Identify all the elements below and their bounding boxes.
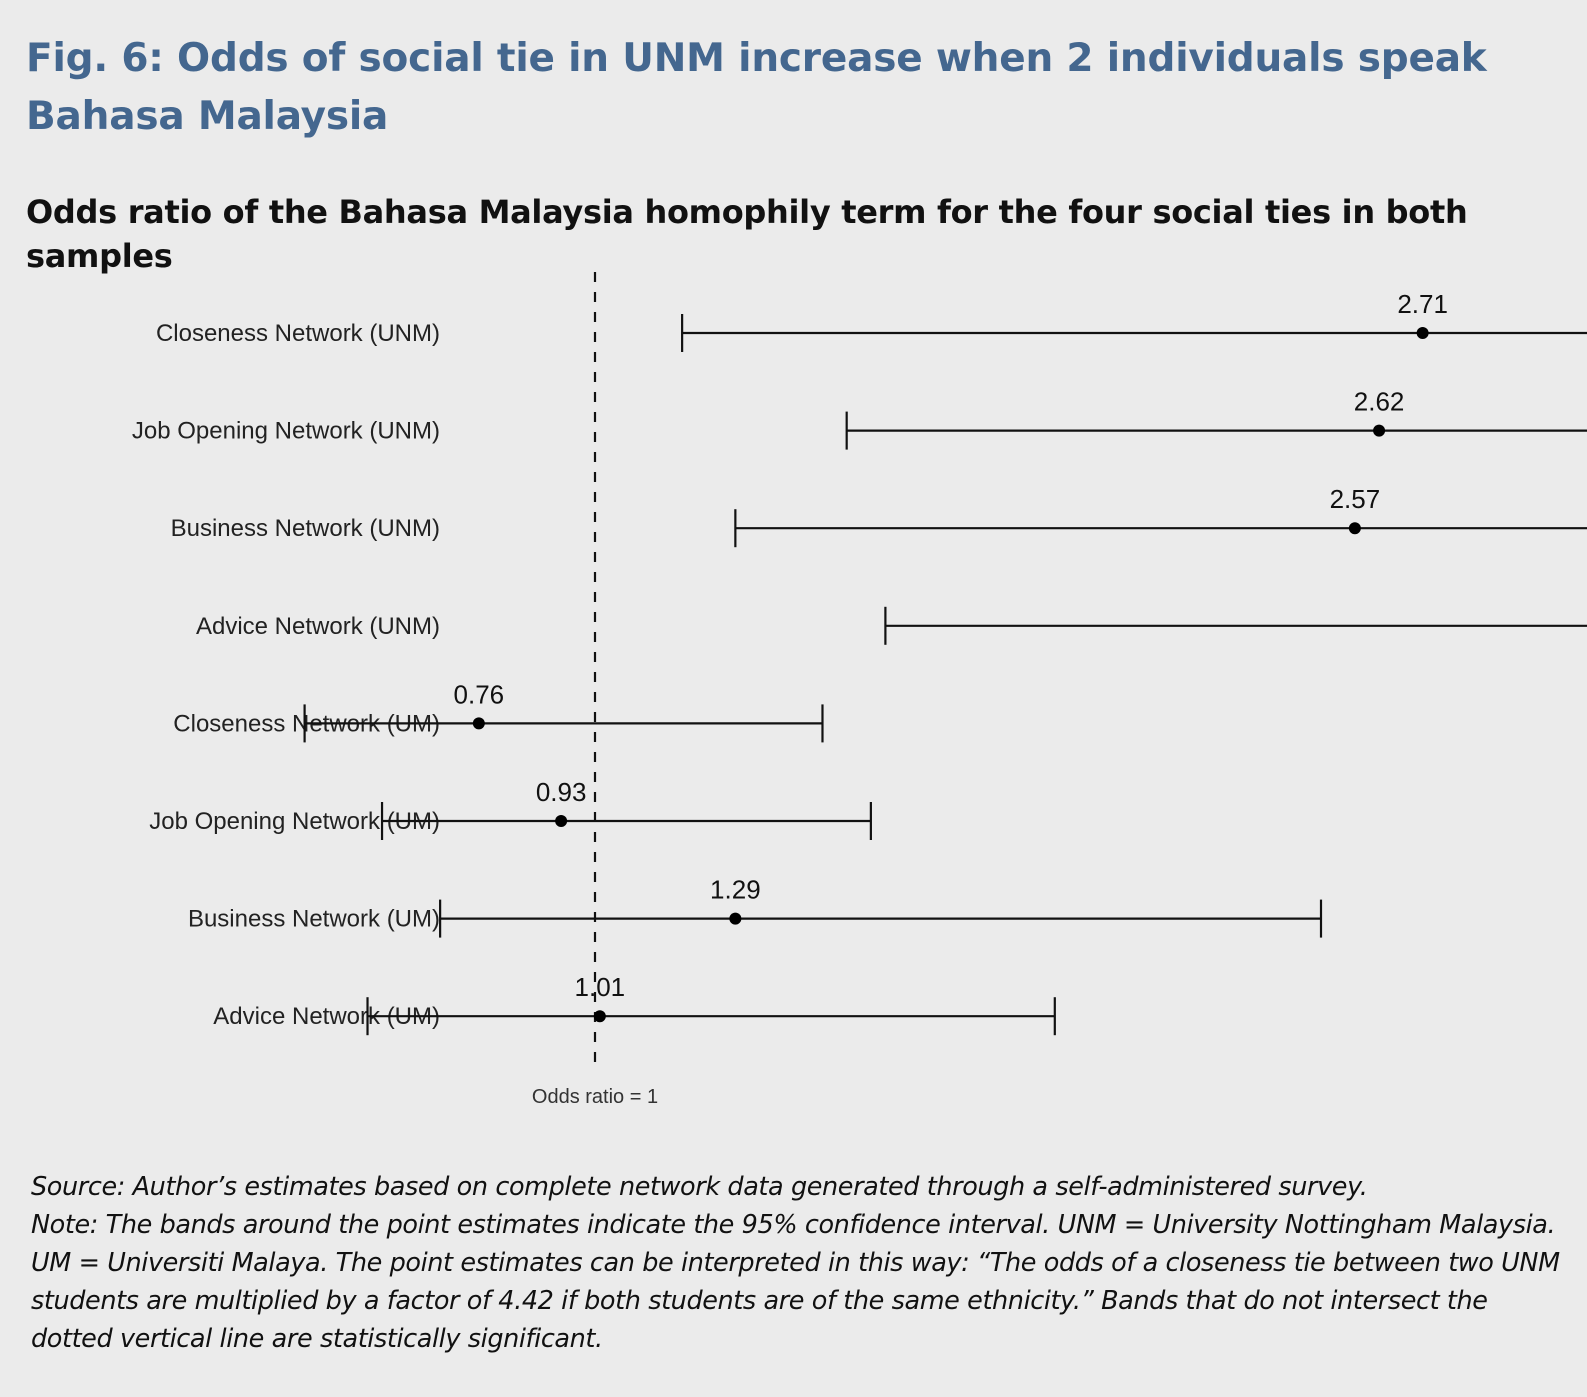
category-label: Advice Network (UNM)	[196, 613, 440, 640]
point-estimate	[729, 912, 742, 925]
category-label: Job Opening Network (UNM)	[132, 418, 440, 445]
estimate-label: 1.29	[710, 875, 761, 905]
point-estimate	[1373, 424, 1386, 437]
point-estimate	[1348, 522, 1361, 535]
estimate-label: 2.57	[1330, 484, 1381, 514]
estimate-label: 2.62	[1354, 387, 1405, 417]
estimate-label: 1.01	[575, 972, 626, 1002]
point-estimate	[555, 815, 568, 827]
chart-subtitle: Odds ratio of the Bahasa Malaysia homoph…	[26, 193, 1468, 275]
category-label: Closeness Network (UNM)	[156, 320, 440, 347]
forest-plot: Odds ratio = 1 Closeness Network (UNM) 2.7…	[132, 272, 1587, 1108]
estimate-label: 0.76	[454, 679, 505, 709]
interpretation-note: Note: The bands around the point estimat…	[31, 1210, 1560, 1354]
point-estimate	[472, 717, 485, 730]
footer: Source: Author’s estimates based on comp…	[31, 1168, 1561, 1358]
estimate-label: 0.93	[536, 777, 587, 807]
category-label: Business Network (UNM)	[171, 515, 440, 542]
reference-line-label: Odds ratio = 1	[532, 1086, 658, 1108]
estimate-label: 2.71	[1397, 289, 1448, 319]
source-note: Source: Author’s estimates based on comp…	[31, 1172, 1368, 1202]
figure-title: Fig. 6: Odds of social tie in UNM increa…	[26, 36, 1487, 139]
category-label: Business Network (UM)	[188, 906, 440, 933]
point-estimate	[593, 1010, 606, 1023]
point-estimate	[1416, 327, 1429, 339]
